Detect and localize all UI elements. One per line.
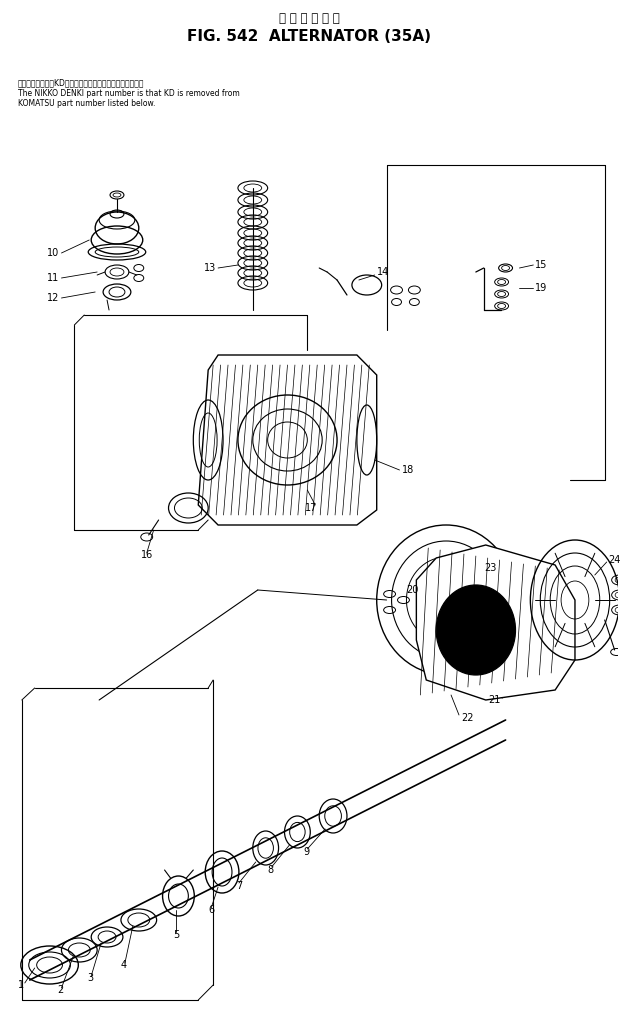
Text: 16: 16 (141, 550, 153, 560)
Text: 15: 15 (535, 260, 548, 270)
Text: 3: 3 (87, 973, 93, 983)
Text: 18: 18 (401, 465, 414, 475)
Text: 22: 22 (461, 713, 473, 723)
Polygon shape (198, 355, 377, 525)
Text: 17: 17 (305, 503, 317, 513)
Text: 5: 5 (173, 930, 179, 940)
Polygon shape (416, 545, 575, 700)
Text: The NIKKO DENKI part number is that KD is removed from: The NIKKO DENKI part number is that KD i… (18, 88, 240, 97)
Text: 13: 13 (204, 263, 216, 273)
Text: 20: 20 (406, 585, 418, 595)
Text: 10: 10 (47, 248, 59, 258)
Text: FIG. 542  ALTERNATOR (35A): FIG. 542 ALTERNATOR (35A) (188, 28, 431, 44)
Text: 7: 7 (236, 881, 242, 891)
Text: 9: 9 (303, 847, 310, 857)
Text: 12: 12 (47, 293, 59, 303)
Text: 11: 11 (47, 273, 59, 283)
Text: 14: 14 (377, 267, 389, 277)
Text: 21: 21 (488, 695, 501, 705)
Ellipse shape (449, 599, 503, 661)
Text: 品番のメーカ記号KDを除いたものが日興電機の品番です。: 品番のメーカ記号KDを除いたものが日興電機の品番です。 (18, 78, 145, 87)
Text: 24: 24 (609, 555, 621, 565)
Text: オ ル タ ネ ー タ: オ ル タ ネ ー タ (279, 11, 340, 24)
Text: 19: 19 (535, 283, 548, 293)
Text: 8: 8 (268, 865, 273, 875)
Text: KOMATSU part number listed below.: KOMATSU part number listed below. (18, 98, 155, 107)
Text: 2: 2 (57, 985, 64, 995)
Ellipse shape (436, 585, 515, 675)
Text: 1: 1 (18, 980, 24, 990)
Text: 4: 4 (121, 960, 127, 970)
Text: 23: 23 (484, 563, 496, 573)
Ellipse shape (461, 612, 491, 648)
Text: 6: 6 (208, 906, 214, 915)
